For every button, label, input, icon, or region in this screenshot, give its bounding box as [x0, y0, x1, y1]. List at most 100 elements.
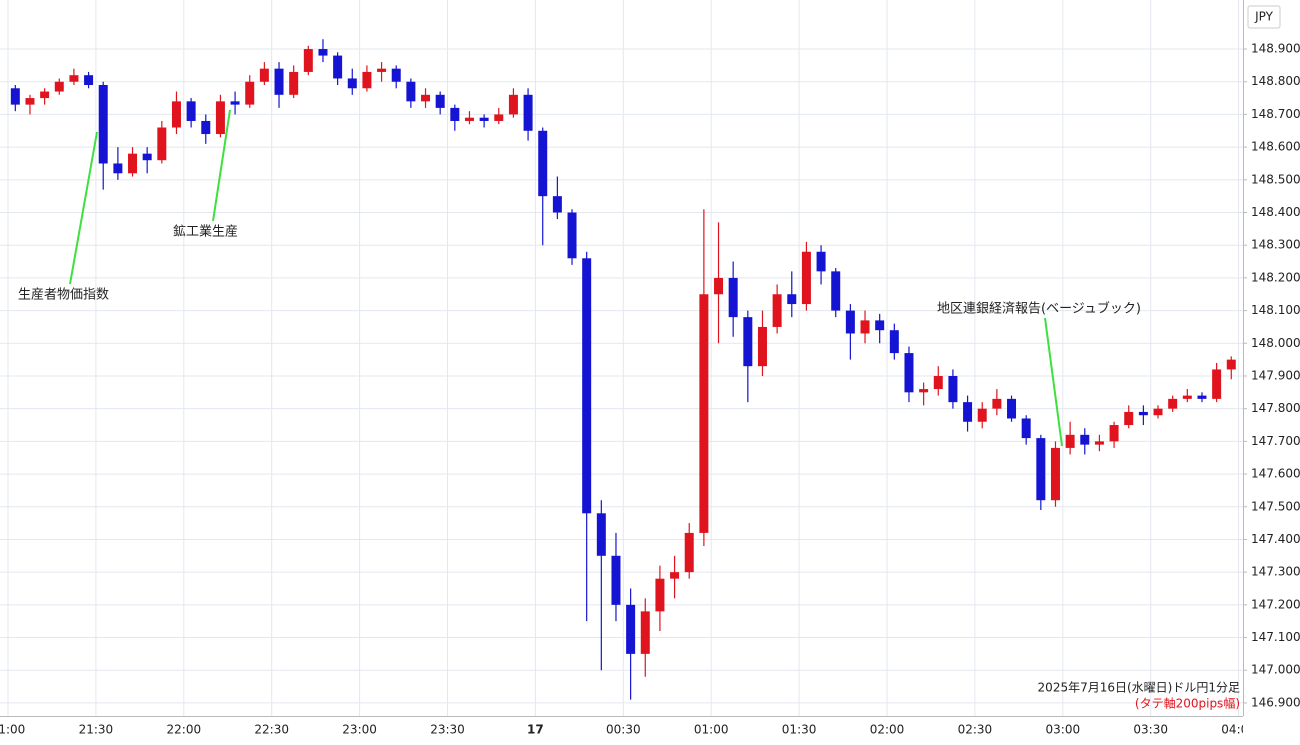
x-tick-label: 02:00 — [870, 723, 905, 737]
x-tick-label: 01:00 — [694, 723, 729, 737]
x-tick-label: 21:30 — [79, 723, 114, 737]
candle-body — [875, 320, 885, 331]
y-tick-label: 148.100 — [1251, 303, 1300, 317]
candle-body — [1182, 395, 1192, 399]
pointer — [1044, 317, 1063, 447]
y-tick-label: 148.700 — [1251, 107, 1300, 121]
candle-body — [1109, 425, 1119, 442]
y-tick-label: 148.400 — [1251, 205, 1300, 219]
x-tick-label: 23:30 — [430, 723, 465, 737]
candle-body — [362, 71, 372, 89]
annotation-pointers — [69, 109, 1063, 447]
candle-body — [406, 81, 416, 102]
x-tick-label: 23:00 — [342, 723, 377, 737]
candle-body — [1080, 434, 1090, 445]
plot-area: 21:00 21:30 22:00 22:30 23:00 23:30 17 00:30 01:… — [0, 0, 1256, 737]
candle-body — [1036, 438, 1046, 501]
candle-body — [845, 310, 855, 334]
candle-body — [40, 91, 50, 99]
candle-body — [1021, 418, 1031, 439]
unit-label: JPY — [1254, 10, 1274, 24]
candle-body — [508, 94, 518, 115]
candle-body — [816, 251, 826, 272]
candle-body — [128, 153, 138, 174]
candle-body — [933, 375, 943, 390]
candle-body — [684, 532, 694, 573]
candle-body — [582, 258, 592, 514]
y-tick-label: 147.500 — [1251, 499, 1300, 513]
y-tick-label: 147.400 — [1251, 532, 1300, 546]
candle-body — [84, 75, 94, 86]
candle-body — [714, 277, 724, 295]
y-tick-label: 147.600 — [1251, 467, 1300, 481]
candle-body — [54, 81, 64, 92]
candle-body — [1168, 398, 1178, 409]
candle-body — [670, 572, 680, 579]
x-tick-label: 02:30 — [958, 723, 993, 737]
y-tick-label: 147.200 — [1251, 597, 1300, 611]
y-tick-label: 147.800 — [1251, 401, 1300, 415]
y-tick-label: 147.100 — [1251, 630, 1300, 644]
x-tick-label: 03:00 — [1046, 723, 1081, 737]
candle-body — [757, 326, 767, 367]
price-axis: JPY 146.900 147.000 147.100 147.200 147.300 1… — [1243, 0, 1300, 745]
x-tick-label: 01:30 — [782, 723, 817, 737]
pointer — [69, 131, 98, 285]
candle-body — [259, 68, 269, 82]
chart-note-red: (タテ軸200pips幅) — [1135, 696, 1240, 711]
candle-body — [347, 78, 357, 89]
y-tick-label: 146.900 — [1251, 695, 1300, 709]
x-tick-label: 17 — [527, 723, 544, 737]
candle-body — [435, 94, 445, 108]
candle-body — [1007, 398, 1017, 419]
candle-body — [1226, 359, 1236, 370]
annotation: 生産者物価指数 — [18, 287, 109, 303]
y-tick-label: 148.900 — [1251, 42, 1300, 56]
candle-body — [992, 398, 1002, 409]
candle-body — [948, 375, 958, 403]
annotation: 鉱工業生産 — [173, 224, 238, 240]
candle-body — [1153, 408, 1163, 416]
candle-body — [699, 294, 709, 533]
chart-note: 2025年7月16日(水曜日)ドル円1分足 — [1038, 681, 1240, 695]
candle-body — [1124, 411, 1134, 426]
candle-body — [142, 153, 152, 161]
y-tick-label: 147.700 — [1251, 434, 1300, 448]
y-tick-label: 148.500 — [1251, 172, 1300, 186]
y-tick-label: 148.600 — [1251, 140, 1300, 154]
y-tick-label: 148.200 — [1251, 270, 1300, 284]
y-tick-label: 148.300 — [1251, 238, 1300, 252]
candle-body — [450, 107, 460, 121]
candle-body — [157, 127, 167, 161]
candle-body — [318, 49, 328, 56]
candle-body — [25, 98, 35, 105]
candle-body — [596, 513, 606, 556]
candle-body — [860, 320, 870, 334]
candle-body — [1050, 447, 1060, 501]
candle-body — [171, 101, 181, 128]
y-tick-label: 147.000 — [1251, 663, 1300, 677]
candle-body — [479, 117, 489, 121]
candle-body — [69, 75, 79, 82]
candle-body — [567, 212, 577, 259]
unit-box — [1247, 5, 1281, 29]
candle-body — [333, 55, 343, 79]
axis-panel — [1243, 0, 1300, 745]
candle-body — [963, 402, 973, 422]
x-tick-label: 00:30 — [606, 723, 641, 737]
candle-body — [464, 117, 474, 121]
candle-body — [538, 130, 548, 197]
candle-body — [889, 330, 899, 354]
candle-body — [215, 101, 225, 135]
candle-body — [772, 294, 782, 327]
candle-body — [274, 68, 284, 95]
candle-body — [230, 101, 240, 105]
pointer — [212, 109, 231, 222]
candle-body — [10, 88, 20, 105]
candle-body — [391, 68, 401, 82]
candle-body — [377, 68, 387, 72]
candle-body — [919, 389, 929, 393]
y-tick-label: 148.800 — [1251, 74, 1300, 88]
candle-body — [523, 94, 533, 131]
